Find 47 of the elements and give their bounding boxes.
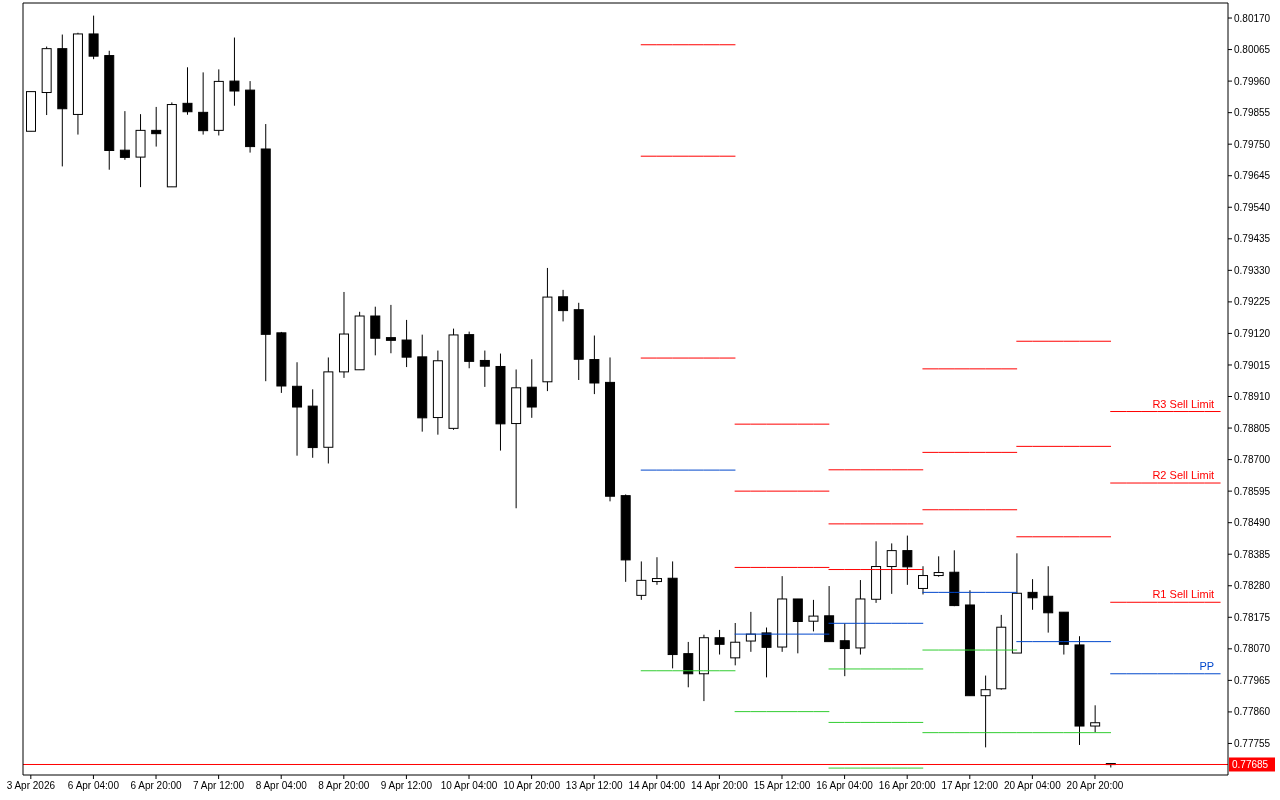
- series-label: R2 Sell Limit: [1152, 469, 1215, 482]
- x-tick-label: 17 Apr 12:00: [941, 780, 999, 791]
- y-tick-label: 0.79645: [1234, 170, 1271, 182]
- series-label: PP: [1199, 659, 1215, 672]
- y-tick-label: 0.78595: [1234, 485, 1271, 497]
- x-tick-label: 3 Apr 2026: [6, 780, 56, 791]
- x-tick-label: 10 Apr 04:00: [440, 780, 498, 791]
- y-tick-label: 0.79855: [1234, 107, 1271, 119]
- y-tick-label: 0.77965: [1234, 674, 1271, 686]
- ref-line-label: 0.77685: [1232, 759, 1269, 771]
- y-tick-label: 0.78490: [1234, 517, 1271, 529]
- y-tick-label: 0.79225: [1234, 296, 1271, 308]
- x-tick-label: 10 Apr 20:00: [503, 780, 561, 791]
- y-tick-label: 0.79015: [1234, 359, 1271, 371]
- x-tick-label: 6 Apr 20:00: [130, 780, 183, 791]
- x-tick-label: 9 Apr 12:00: [380, 780, 433, 791]
- y-tick-label: 0.78805: [1234, 422, 1271, 434]
- x-tick-label: 7 Apr 12:00: [193, 780, 245, 791]
- y-tick-label: 0.79750: [1234, 138, 1271, 150]
- y-tick-label: 0.77860: [1234, 706, 1271, 718]
- y-tick-label: 0.78175: [1234, 611, 1271, 623]
- y-tick-label: 0.79960: [1234, 75, 1271, 87]
- y-tick-label: 0.79435: [1234, 233, 1271, 245]
- x-tick-label: 14 Apr 04:00: [628, 780, 686, 791]
- x-tick-label: 16 Apr 04:00: [816, 780, 874, 791]
- y-tick-label: 0.78910: [1234, 391, 1271, 403]
- y-tick-label: 0.78700: [1234, 454, 1271, 466]
- x-tick-label: 20 Apr 04:00: [1004, 780, 1062, 791]
- x-tick-label: 13 Apr 12:00: [565, 780, 623, 791]
- y-tick-label: 0.78385: [1234, 548, 1271, 560]
- x-tick-label: 15 Apr 12:00: [753, 780, 811, 791]
- y-tick-label: 0.80065: [1234, 44, 1271, 56]
- y-tick-label: 0.79120: [1234, 327, 1271, 339]
- y-tick-label: 0.78070: [1234, 643, 1271, 655]
- series-label: R3 Sell Limit: [1152, 397, 1215, 410]
- y-tick-label: 0.78280: [1234, 580, 1271, 592]
- y-tick-label: 0.80170: [1234, 12, 1271, 24]
- y-tick-label: 0.77755: [1234, 738, 1271, 750]
- x-tick-label: 8 Apr 20:00: [318, 780, 370, 791]
- x-tick-label: 6 Apr 04:00: [67, 780, 120, 791]
- x-tick-label: 14 Apr 20:00: [691, 780, 749, 791]
- y-tick-label: 0.79540: [1234, 201, 1271, 213]
- x-tick-label: 8 Apr 04:00: [255, 780, 308, 791]
- series-label: R1 Sell Limit: [1152, 588, 1215, 601]
- x-tick-label: 16 Apr 20:00: [878, 780, 936, 791]
- y-tick-label: 0.79330: [1234, 264, 1271, 276]
- x-tick-label: 20 Apr 20:00: [1066, 780, 1124, 791]
